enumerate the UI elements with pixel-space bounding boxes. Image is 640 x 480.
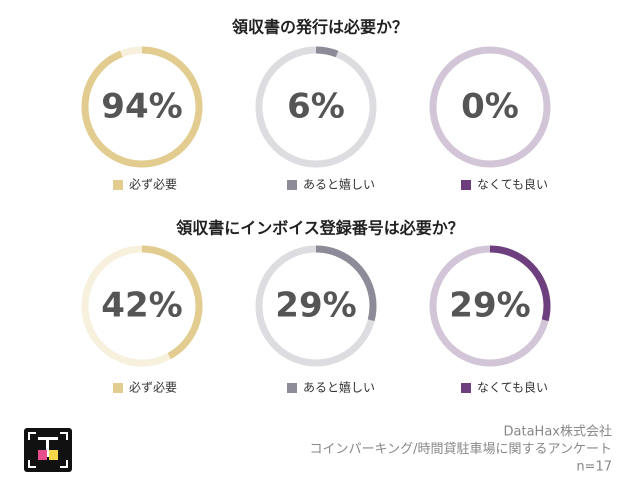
value-label: 29% xyxy=(275,286,356,326)
legend-label: 必ず必要 xyxy=(129,381,177,395)
ring-arc xyxy=(81,46,203,168)
value-label: 29% xyxy=(449,286,530,326)
legend-swatch xyxy=(461,180,471,190)
legend-label: なくても良い xyxy=(477,177,548,192)
ring-arc xyxy=(429,245,551,367)
value-label: 0% xyxy=(461,87,519,127)
logo xyxy=(24,428,72,472)
footer-line: n=17 xyxy=(576,460,612,475)
legend-label: あると嬉しい xyxy=(303,381,375,395)
legend-label: あると嬉しい xyxy=(303,178,375,192)
ring-arc xyxy=(255,245,377,367)
footer-line: DataHax株式会社 xyxy=(504,424,612,440)
chart-title: 領収書にインボイス登録番号は必要か？ xyxy=(176,219,464,238)
ring-arc xyxy=(81,245,203,367)
legend-swatch xyxy=(287,180,297,190)
legend-swatch xyxy=(461,383,471,393)
legend-label: 必ず必要 xyxy=(129,178,177,192)
footer-line: コインパーキング/時間貸駐車場に関するアンケート xyxy=(310,441,612,457)
value-label: 94% xyxy=(101,87,182,127)
legend-swatch xyxy=(287,383,297,393)
value-label: 42% xyxy=(101,286,182,326)
ring-track xyxy=(429,46,551,168)
legend-swatch xyxy=(113,383,123,393)
value-label: 6% xyxy=(287,87,345,127)
chart-title: 領収書の発行は必要か？ xyxy=(232,18,408,37)
legend-swatch xyxy=(113,180,123,190)
legend-label: なくても良い xyxy=(477,380,548,395)
ring-arc xyxy=(255,46,377,168)
